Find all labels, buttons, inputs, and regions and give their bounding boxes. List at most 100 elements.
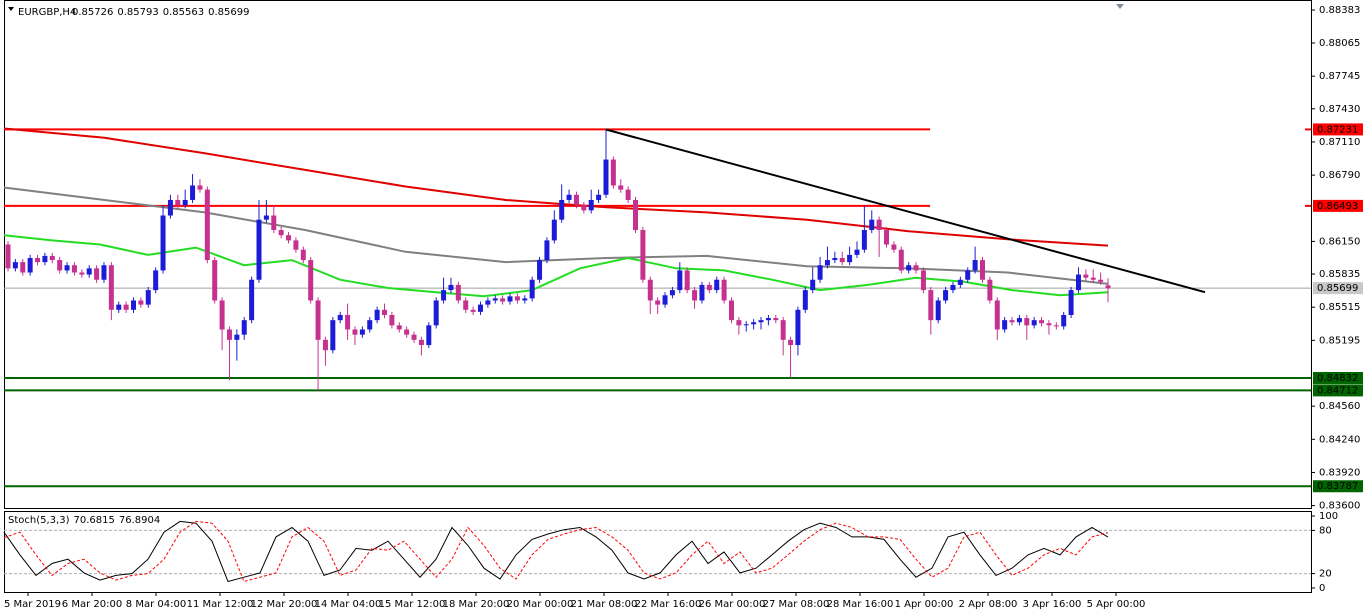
candle-body	[153, 270, 159, 291]
x-tick-label: 6 Mar 20:00	[62, 599, 122, 610]
candle-body	[773, 318, 779, 321]
price-tag: 0.84832	[1313, 371, 1363, 384]
candle-body	[5, 244, 11, 269]
candle-body	[869, 219, 875, 231]
header-value: 0.85726	[72, 7, 113, 18]
candle-body	[293, 240, 299, 250]
candle-body	[972, 260, 978, 271]
indicator-tick-label: 20	[1319, 569, 1332, 580]
candle-body	[758, 320, 764, 323]
candle-body	[138, 300, 144, 305]
candle-body	[12, 262, 18, 269]
candle-body	[1098, 279, 1104, 282]
moving-average	[3, 186, 1109, 285]
price-tag-bg	[1313, 123, 1363, 136]
y-tick-label: 0.83600	[1319, 501, 1360, 512]
candle-body	[116, 304, 122, 310]
candle-body	[396, 325, 402, 330]
candle-body	[522, 298, 528, 301]
candle-body	[145, 290, 151, 305]
candle-body	[573, 194, 579, 206]
candle-body	[610, 159, 616, 186]
x-tick-label: 22 Mar 16:00	[635, 599, 702, 610]
candle-body	[566, 194, 572, 200]
candle-body	[359, 329, 365, 335]
candle-body	[898, 249, 904, 271]
candle-body	[219, 300, 225, 330]
candle-body	[839, 257, 845, 263]
main-panel	[4, 0, 1312, 509]
indicator-panel	[4, 511, 1312, 593]
candle-body	[581, 205, 587, 211]
candle-body	[810, 279, 816, 291]
candle-body	[249, 279, 255, 321]
candle-body	[1090, 277, 1096, 280]
y-tick-label: 0.84560	[1319, 401, 1360, 412]
indicator-value: 76.8904	[119, 515, 160, 526]
candle-body	[544, 240, 550, 261]
candle-body	[514, 296, 520, 301]
y-tick-label: 0.86150	[1319, 236, 1360, 247]
candle-body	[131, 300, 137, 310]
candle-body	[256, 219, 262, 280]
candle-body	[477, 304, 483, 312]
candle-body	[322, 339, 328, 351]
candle-body	[197, 185, 203, 190]
candle-body	[241, 320, 247, 335]
moving-average	[3, 234, 1109, 298]
x-tick-label: 28 Mar 16:00	[827, 599, 894, 610]
candle-body	[1046, 323, 1052, 326]
candle-body	[123, 304, 129, 310]
menu-triangle[interactable]	[8, 7, 14, 11]
candle-body	[57, 260, 63, 271]
candle-body	[455, 284, 461, 301]
moving-average	[3, 127, 1109, 247]
candle-body	[448, 284, 454, 291]
y-tick-label: 0.85195	[1319, 335, 1360, 346]
candle-body	[71, 265, 77, 273]
stoch-main	[3, 520, 1109, 583]
candle-body	[374, 309, 380, 321]
candle-body	[529, 279, 535, 299]
candle-body	[802, 290, 808, 310]
candle-body	[204, 189, 210, 261]
candle-body	[308, 260, 314, 301]
candle-body	[1083, 274, 1089, 278]
candle-body	[913, 265, 919, 271]
price-tag: 0.87231	[1313, 123, 1363, 136]
candle-body	[411, 334, 417, 340]
candle-body	[404, 329, 410, 335]
candle-body	[337, 314, 343, 321]
candle-body	[854, 249, 860, 255]
candle-body	[485, 300, 491, 305]
candle-body	[330, 320, 336, 351]
candle-body	[352, 329, 358, 335]
candle-body	[42, 255, 48, 263]
candle-body	[965, 270, 971, 280]
indicator-value: 70.6815	[73, 515, 114, 526]
price-tag-label: 0.84832	[1317, 373, 1358, 384]
price-tag-bg	[1313, 371, 1363, 384]
candle-body	[751, 322, 757, 325]
candle-body	[677, 270, 683, 291]
candle-body	[389, 314, 395, 326]
candle-body	[382, 309, 388, 315]
candle-body	[226, 329, 232, 340]
candle-body	[780, 320, 786, 340]
candle-body	[367, 320, 373, 330]
x-tick-label: 1 Apr 00:00	[895, 599, 954, 610]
symbol: EURGBP,H4	[18, 7, 76, 18]
candle-body	[64, 265, 70, 271]
x-tick-label: 14 Mar 04:00	[315, 599, 382, 610]
shift-marker	[1116, 4, 1124, 9]
price-tag-label: 0.86493	[1317, 201, 1358, 212]
y-tick-label: 0.87110	[1319, 137, 1360, 148]
candle-body	[507, 296, 513, 302]
candle-body	[35, 257, 41, 263]
candle-body	[1105, 285, 1111, 289]
price-tag-label: 0.84712	[1317, 385, 1358, 396]
candle-body	[943, 290, 949, 301]
indicator-tick-label: 80	[1319, 525, 1332, 536]
candle-body	[928, 290, 934, 321]
price-tag: 0.85699	[1313, 282, 1363, 295]
